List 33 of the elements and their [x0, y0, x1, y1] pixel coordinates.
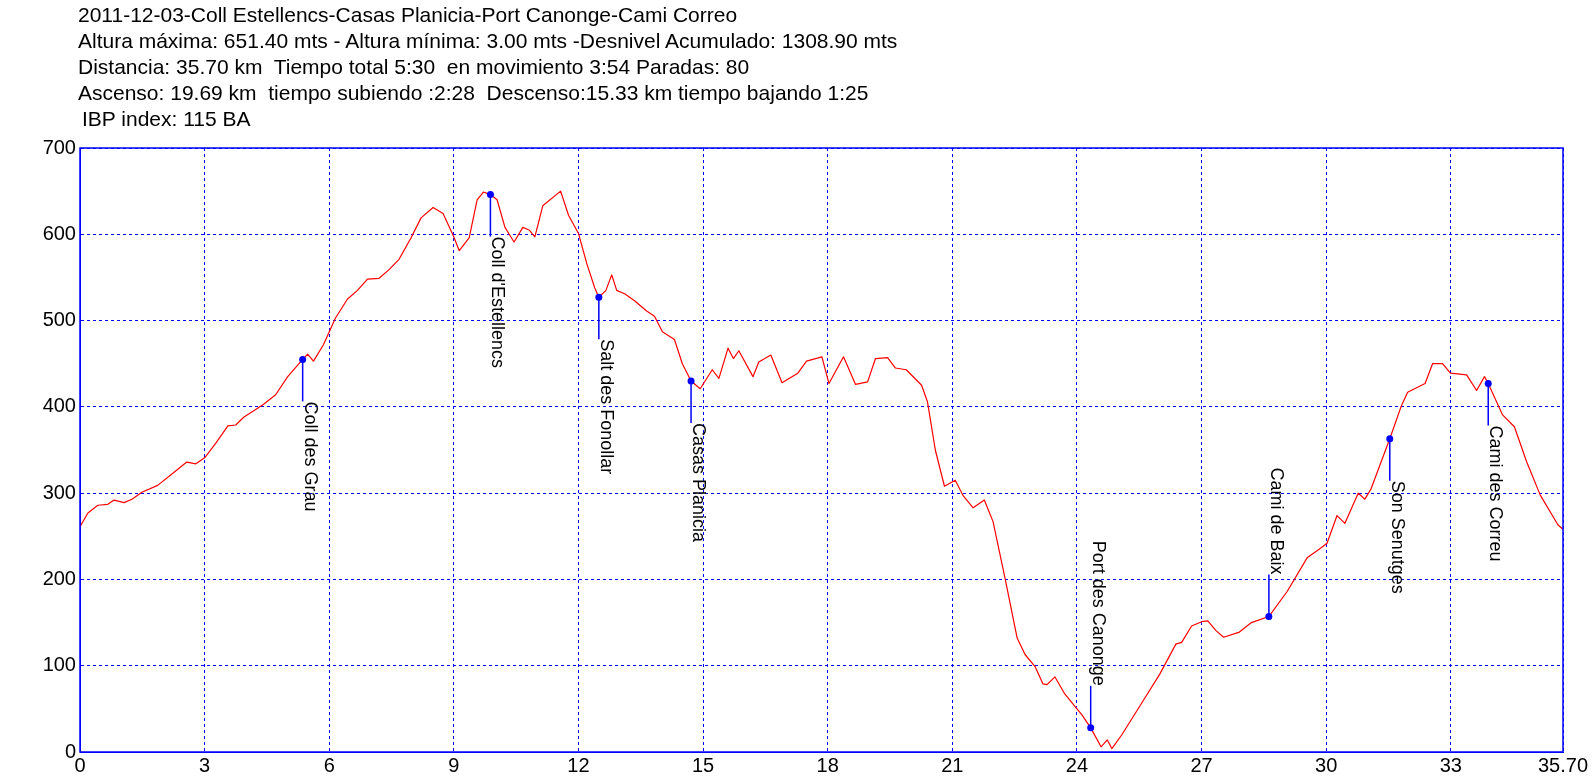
x-tick-label: 21: [941, 753, 964, 776]
chart-title: 2011-12-03-Coll Estellencs-Casas Planicia-Port Canonge-Cami Correo: [78, 2, 739, 28]
annotation: Port des Canonge: [1088, 540, 1109, 686]
annotation: Salt des Fonollar: [596, 339, 617, 475]
annotation: Coll d'Estellencs: [488, 236, 509, 369]
x-tick-label: 30: [1315, 753, 1338, 776]
annotation: Son Senutges: [1387, 480, 1408, 594]
text: Distancia: 35.70 km Tiempo total 5:30 en movimiento 3:54 Paradas: 80: [78, 54, 751, 80]
x-tick-label: 27: [1190, 753, 1213, 776]
y-tick-label: 500: [42, 308, 76, 331]
x-tick-label: 3: [199, 753, 211, 776]
text: Altura máxima: 651.40 mts - Altura mínima: 3.00 mts -Desnivel Acumulado: 1308.90 mts: [78, 28, 898, 54]
text: Ascenso: 19.69 km tiempo subiendo :2:28 Descenso:15.33 km tiempo bajando 1:25: [78, 80, 870, 106]
y-tick-label: 600: [42, 221, 76, 244]
y-tick-label: 0: [64, 739, 76, 762]
x-tick-label: 18: [816, 753, 839, 776]
x-tick-label: 6: [323, 753, 335, 776]
annotation: Cami des Correu: [1486, 425, 1507, 562]
text: IBP index: 115 BA: [82, 106, 252, 132]
annotation: Coll des Grau: [300, 401, 321, 512]
y-tick-label: 700: [42, 135, 76, 158]
y-tick-label: 300: [42, 480, 76, 503]
annotation: Casas Planicia: [689, 422, 710, 544]
x-tick-label: 33: [1439, 753, 1462, 776]
annotation: Cami de Baix: [1266, 467, 1287, 575]
y-tick-label: 200: [42, 566, 76, 589]
x-tick-label: 15: [691, 753, 715, 776]
x-tick-label: 12: [567, 753, 590, 776]
x-tick-label: 24: [1065, 753, 1089, 776]
y-tick-label: 400: [42, 394, 76, 417]
x-tick-label: 9: [448, 753, 460, 776]
y-tick-label: 100: [42, 653, 76, 676]
x-tick-label: 35.70: [1537, 753, 1589, 776]
